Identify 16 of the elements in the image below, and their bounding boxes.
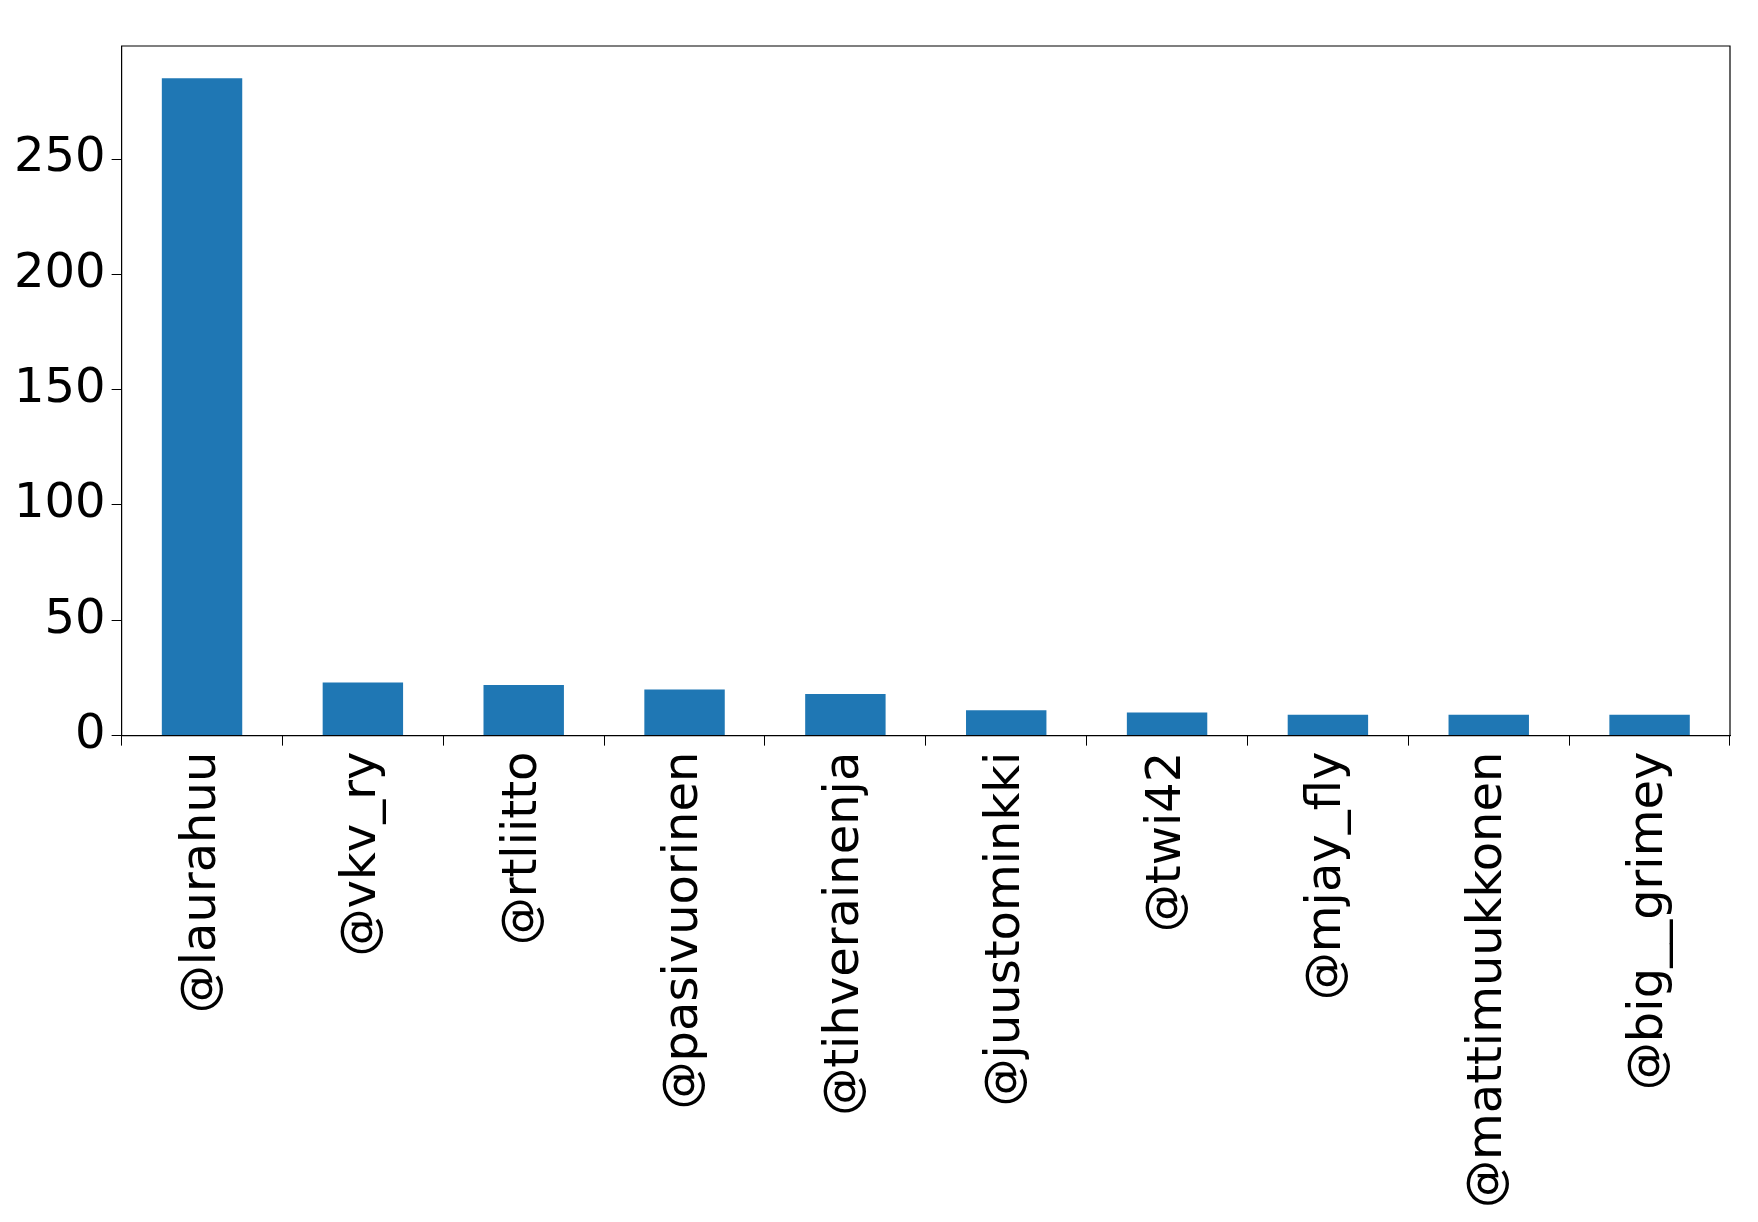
x-tick-label: @juustominkki	[973, 751, 1030, 1107]
x-tick-label: @big__grimey	[1617, 751, 1674, 1091]
y-tick-label: 0	[75, 703, 106, 760]
x-tick-label: @mjay_fly	[1295, 751, 1352, 1001]
x-tick-label: @twi42	[1134, 751, 1191, 933]
x-tick-label: @tihverainenja	[812, 751, 869, 1116]
y-tick-label: 50	[44, 587, 106, 644]
y-tick-label: 150	[13, 357, 106, 414]
y-tick-label: 200	[13, 241, 106, 298]
x-tick-label: @pasivuorinen	[652, 751, 709, 1110]
y-tick-label: 250	[13, 126, 106, 183]
x-tick-label: @rtliitto	[491, 751, 548, 946]
x-tick-label: @mattimuukkonen	[1456, 751, 1513, 1208]
x-tick-label: @vkv_ry	[330, 751, 387, 957]
x-tick-label: @laurahuu	[169, 751, 226, 1014]
y-tick-label: 100	[13, 472, 106, 529]
